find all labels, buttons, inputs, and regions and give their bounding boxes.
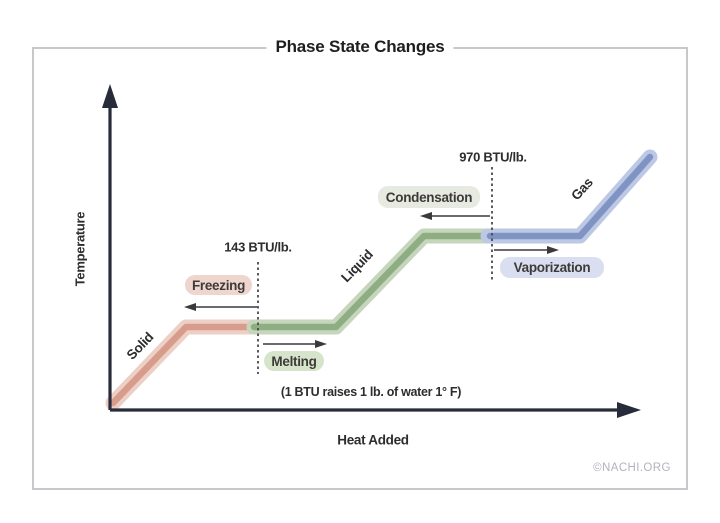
gas-phase-line <box>486 153 654 240</box>
condensation-badge: Condensation <box>378 186 480 208</box>
btu-footnote: (1 BTU raises 1 lb. of water 1° F) <box>280 385 462 399</box>
x-axis-arrowhead-icon <box>617 402 641 418</box>
diagram-title: Phase State Changes <box>266 37 454 57</box>
vaporization-arrowhead-icon <box>547 246 559 254</box>
watermark: ©NACHI.ORG <box>593 462 671 474</box>
melting-arrowhead-icon <box>315 340 327 348</box>
x-axis-label: Heat Added <box>337 432 409 448</box>
melting-btu-value: 143 BTU/lb. <box>224 239 292 255</box>
freezing-arrowhead-icon <box>184 303 196 311</box>
solid-phase-line <box>109 323 264 407</box>
melting-badge: Melting <box>264 351 324 371</box>
gas-phase-line-halo <box>480 149 658 244</box>
liquid-phase-line <box>250 232 498 331</box>
y-axis-label: Temperature <box>72 211 88 287</box>
freezing-badge: Freezing <box>185 275 252 295</box>
vaporization-badge: Vaporization <box>500 257 604 278</box>
vaporization-btu-value: 970 BTU/lb. <box>459 149 527 165</box>
condensation-arrowhead-icon <box>420 212 432 220</box>
y-axis-arrowhead-icon <box>102 84 118 108</box>
